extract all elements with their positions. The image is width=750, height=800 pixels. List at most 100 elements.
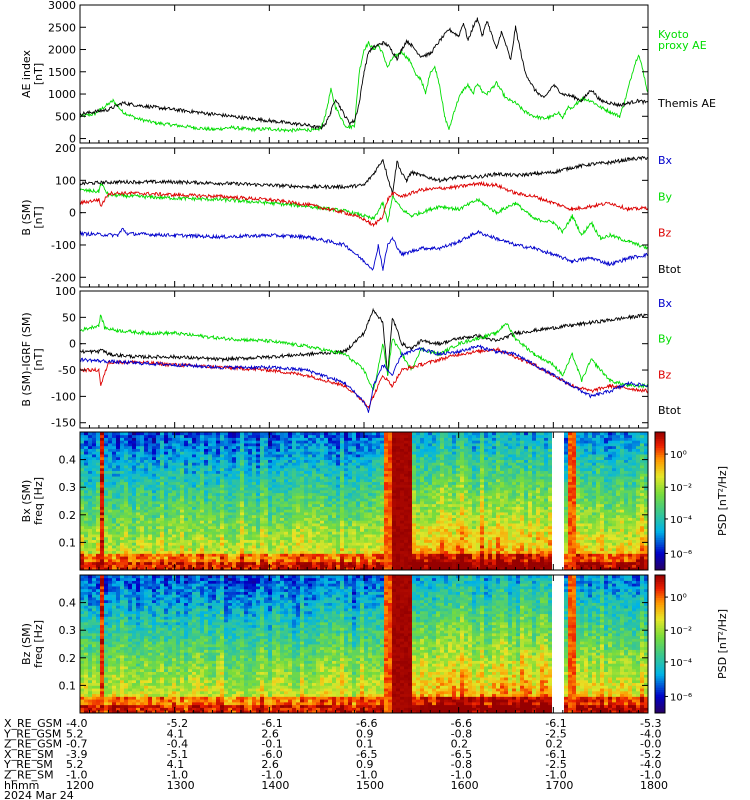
spectrogram-cell: [164, 465, 169, 469]
spectrogram-cell: [264, 473, 269, 477]
spectrogram-cell: [304, 520, 309, 524]
spectrogram-cell: [308, 437, 313, 441]
spectrogram-cell: [336, 534, 341, 538]
spectrogram-cell: [128, 558, 133, 563]
spectrogram-cell: [304, 465, 309, 469]
spectrogram-cell: [332, 547, 337, 552]
spectrogram-cell: [100, 492, 105, 496]
spectrogram-cell: [184, 561, 189, 565]
spectrogram-cell: [240, 520, 245, 524]
spectrogram-cell: [88, 520, 93, 524]
spectrogram-cell: [296, 484, 301, 488]
spectrogram-cell: [396, 539, 401, 543]
spectrogram-cell: [332, 484, 337, 488]
spectrogram-cell: [212, 561, 217, 565]
spectrogram-cell: [368, 489, 373, 494]
spectrogram-cell: [164, 514, 169, 518]
spectrogram-cell: [176, 561, 181, 565]
spectrogram-cell: [424, 476, 429, 480]
spectrogram-cell: [320, 451, 325, 455]
spectrogram-cell: [304, 481, 309, 485]
spectrogram-cell: [184, 564, 189, 568]
spectrogram-cell: [248, 492, 253, 496]
spectrogram-cell: [384, 443, 389, 447]
spectrogram-cell: [356, 509, 361, 513]
spectrogram-cell: [172, 506, 177, 510]
spectrogram-cell: [288, 536, 293, 541]
spectrogram-cell: [92, 451, 97, 455]
spectrogram-cell: [224, 547, 229, 552]
spectrogram-cell: [448, 445, 453, 449]
spectrogram-cell: [336, 501, 341, 505]
spectrogram-cell: [452, 564, 457, 568]
spectrogram-cell: [112, 523, 117, 527]
spectrogram-cell: [248, 459, 253, 463]
legend-entry: By: [658, 333, 673, 346]
spectrogram-cell: [120, 531, 125, 535]
spectrogram-cell: [288, 437, 293, 441]
spectrogram-cell: [356, 520, 361, 524]
spectrogram-cell: [404, 443, 409, 447]
spectrogram-cell: [180, 473, 185, 477]
spectrogram-cell: [296, 492, 301, 496]
spectrogram-cell: [308, 556, 313, 560]
spectrogram-cell: [204, 553, 209, 557]
spectrogram-cell: [328, 523, 333, 527]
spectrogram-cell: [248, 509, 253, 513]
spectrogram-cell: [216, 443, 221, 447]
spectrogram-cell: [400, 434, 405, 438]
spectrogram-cell: [292, 561, 297, 565]
spectrogram-cell: [384, 553, 389, 557]
spectrogram-cell: [180, 448, 185, 452]
spectrogram-cell: [360, 512, 365, 516]
spectrogram-cell: [264, 536, 269, 541]
spectrogram-cell: [304, 556, 309, 560]
spectrogram-cell: [308, 448, 313, 452]
spectrogram-cell: [252, 492, 257, 496]
spectrogram-cell: [288, 545, 293, 549]
spectrogram-cell: [112, 536, 117, 541]
spectrogram-cell: [364, 531, 369, 535]
spectrogram-cell: [408, 465, 413, 469]
spectrogram-cell: [424, 534, 429, 538]
spectrogram-cell: [416, 445, 421, 449]
spectrogram-cell: [100, 473, 105, 477]
spectrogram-cell: [276, 451, 281, 455]
spectrogram-cell: [320, 558, 325, 563]
spectrogram-cell: [252, 520, 257, 524]
y-tick-label: 100: [55, 174, 76, 187]
spectrogram-cell: [340, 492, 345, 496]
spectrogram-cell: [280, 462, 285, 466]
spectrogram-cell: [232, 525, 237, 529]
spectrogram-cell: [296, 528, 301, 532]
spectrogram-cell: [332, 448, 337, 452]
spectrogram-cell: [172, 531, 177, 535]
spectrogram-cell: [432, 528, 437, 532]
spectrogram-cell: [196, 547, 201, 552]
spectrogram-cell: [156, 564, 161, 568]
spectrogram-cell: [300, 473, 305, 477]
spectrogram-cell: [268, 498, 273, 502]
spectrogram-cell: [132, 492, 137, 496]
spectrogram-cell: [296, 465, 301, 469]
spectrogram-cell: [392, 465, 397, 469]
spectrogram-cell: [324, 481, 329, 485]
spectrogram-cell: [128, 536, 133, 541]
spectrogram-cell: [196, 553, 201, 557]
spectrogram-cell: [136, 542, 141, 546]
spectrogram-cell: [300, 481, 305, 485]
spectrogram-cell: [180, 465, 185, 469]
spectrogram-cell: [208, 534, 213, 538]
spectrogram-cell: [452, 503, 457, 507]
spectrogram-cell: [96, 476, 101, 480]
spectrogram-cell: [256, 506, 261, 510]
spectrogram-cell: [432, 567, 437, 571]
spectrogram-cell: [432, 492, 437, 496]
spectrogram-cell: [356, 456, 361, 460]
spectrogram-cell: [84, 495, 89, 499]
spectrogram-cell: [100, 506, 105, 510]
spectrogram-cell: [440, 467, 445, 472]
spectrogram-cell: [112, 443, 117, 447]
spectrogram-cell: [452, 501, 457, 505]
spectrogram-cell: [268, 473, 273, 477]
